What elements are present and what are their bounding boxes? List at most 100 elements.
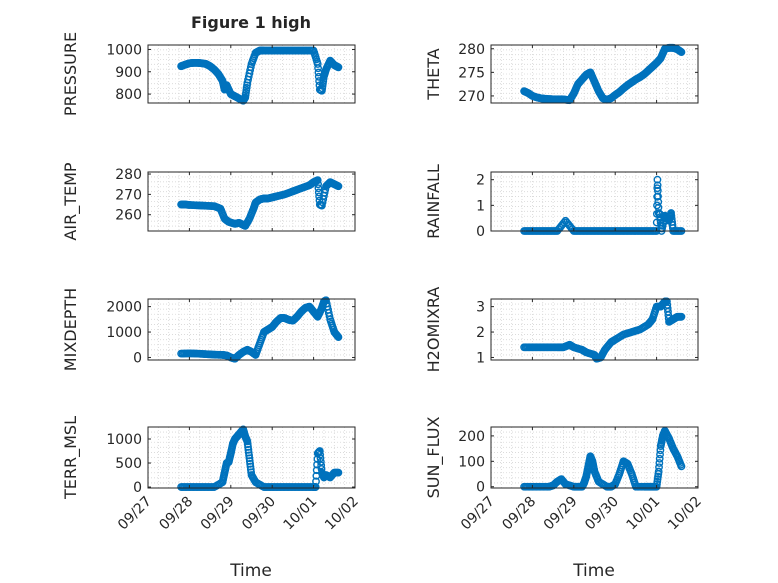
y-axis-label: MIXDEPTH <box>61 288 80 371</box>
data-point <box>245 457 254 465</box>
y-tick-label: 200 <box>458 429 485 445</box>
figure-title: Figure 1 high <box>191 13 311 32</box>
y-axis-label: TERR_MSL <box>61 416 81 500</box>
x-tick-label: 09/27 <box>458 494 498 534</box>
y-tick-label: 260 <box>115 208 142 224</box>
data-point <box>246 462 255 471</box>
y-tick-label: 0 <box>476 224 485 240</box>
y-axis-label: THETA <box>424 48 443 100</box>
y-tick-label: 270 <box>458 89 485 105</box>
axes-box <box>490 171 699 232</box>
x-axis-label-right: Time <box>572 561 615 581</box>
subplot-h2omixra: 1 2 3 H2OMIXRA <box>424 287 699 373</box>
data-point <box>312 477 320 486</box>
y-tick-label: 2000 <box>106 300 142 316</box>
data-point <box>316 454 325 463</box>
data-point <box>317 461 326 470</box>
x-tick-label: 09/30 <box>239 494 279 534</box>
data-point <box>314 64 322 73</box>
axes-box <box>147 44 356 104</box>
y-axis-label: RAINFALL <box>424 164 443 239</box>
data-point <box>333 468 342 477</box>
x-tick-label: 09/30 <box>582 494 622 534</box>
x-tick-label: 09/29 <box>541 494 581 534</box>
axes-box <box>147 426 356 489</box>
data-point <box>247 468 256 477</box>
subplot-air_temp: 260 270 280 AIR_TEMP <box>61 162 356 241</box>
axes-box <box>147 298 356 361</box>
y-tick-label: 3 <box>476 300 485 316</box>
y-tick-label: 1000 <box>106 325 142 341</box>
y-axis-label: SUN_FLUX <box>424 417 444 499</box>
data-point <box>246 459 255 468</box>
y-tick-label: 270 <box>115 187 142 203</box>
x-tick-label: 09/27 <box>115 494 155 534</box>
data-point <box>316 457 325 466</box>
data-point <box>653 186 662 195</box>
data-point <box>333 63 342 71</box>
y-tick-label: 280 <box>115 167 142 183</box>
data-point <box>245 454 254 463</box>
data-point <box>313 176 321 185</box>
data-point <box>245 451 253 460</box>
data-point <box>333 182 342 190</box>
y-axis-label: AIR_TEMP <box>61 162 81 240</box>
data-point <box>246 66 255 75</box>
y-axis-label: H2OMIXRA <box>424 287 443 373</box>
x-tick-label: 09/28 <box>156 494 196 534</box>
data-point <box>244 445 253 454</box>
data-point <box>312 466 321 475</box>
y-tick-label: 2 <box>476 325 485 341</box>
axes-box <box>147 171 356 232</box>
data-point <box>243 440 252 449</box>
y-axis-label: PRESSURE <box>61 32 80 116</box>
data-point <box>244 448 253 457</box>
x-tick-label: 10/01 <box>281 494 321 534</box>
subplot-pressure: 800 900 1000 PRESSURE <box>61 32 356 116</box>
data-point <box>654 192 662 201</box>
data-point <box>653 175 662 184</box>
data-point <box>324 309 333 317</box>
data-point <box>676 312 685 321</box>
data-point <box>590 465 599 474</box>
data-point <box>311 483 320 491</box>
data-point <box>558 220 567 229</box>
subplot-theta: 270 275 280 THETA <box>424 42 699 105</box>
y-tick-label: 800 <box>115 87 142 103</box>
data-point <box>314 180 322 189</box>
axes-box <box>490 298 699 361</box>
y-tick-label: 2 <box>476 173 485 189</box>
data-point <box>316 450 325 459</box>
y-tick-label: 280 <box>458 42 485 58</box>
data-point <box>320 188 329 197</box>
y-tick-label: 1000 <box>106 432 142 448</box>
subplot-terr_msl: 09/27 09/28 09/29 09/30 10/01 10/02 0 500 1000 TE… <box>61 416 362 533</box>
axes-box <box>490 426 699 489</box>
subplot-sun_flux: 09/27 09/28 09/29 09/30 10/01 10/02 0 100 200 SUN… <box>424 417 705 534</box>
x-tick-label: 10/01 <box>624 494 664 534</box>
y-tick-label: 1000 <box>106 42 142 58</box>
y-tick-label: 0 <box>133 480 142 496</box>
axes-box <box>490 44 699 104</box>
data-point <box>560 218 569 227</box>
y-tick-label: 500 <box>115 456 142 472</box>
x-tick-label: 09/29 <box>198 494 238 534</box>
subplot-rainfall: 0 1 2 RAINFALL <box>424 164 699 240</box>
data-point <box>246 63 255 72</box>
data-point <box>653 181 662 190</box>
data-point <box>244 443 252 451</box>
data-point <box>676 460 685 469</box>
data-point <box>333 332 342 341</box>
data-point <box>676 47 685 56</box>
y-tick-label: 1 <box>476 198 485 214</box>
y-tick-label: 1 <box>476 350 485 366</box>
data-point <box>654 198 663 206</box>
y-tick-label: 900 <box>115 65 142 81</box>
data-point <box>325 312 334 321</box>
data-point <box>655 454 664 463</box>
x-axis-label-left: Time <box>229 561 272 581</box>
y-tick-label: 0 <box>133 350 142 366</box>
y-tick-label: 100 <box>458 454 485 470</box>
